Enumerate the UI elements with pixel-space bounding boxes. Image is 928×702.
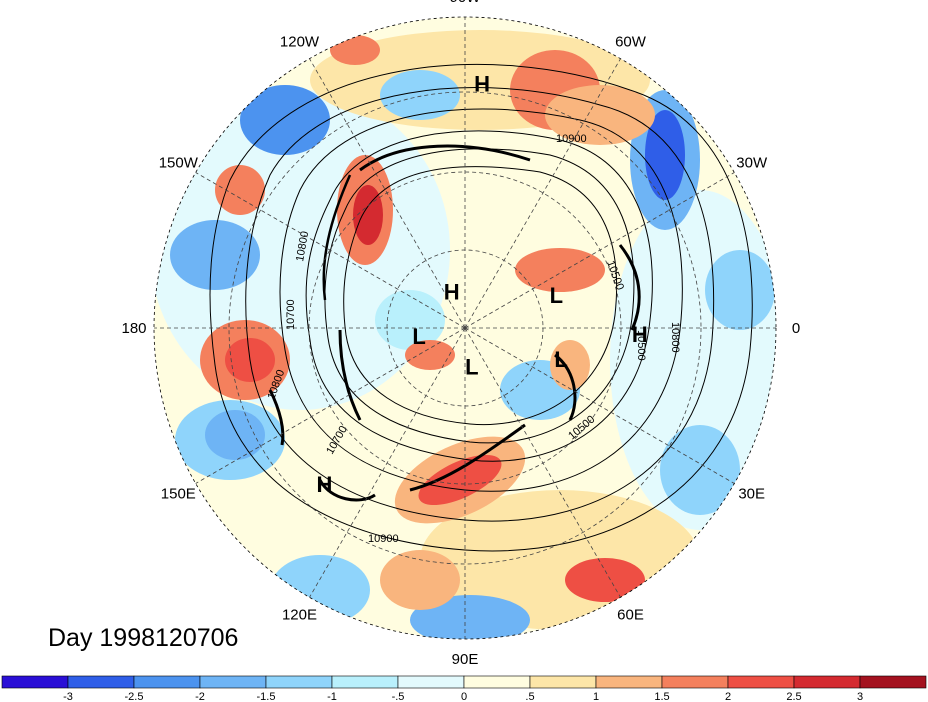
meridian-line [195,327,466,484]
colorbar-tick-label: -1 [327,691,337,702]
meridian-line [309,58,466,329]
low-pressure-label: L [554,347,567,372]
longitude-label: 90E [452,651,479,668]
colorbar-swatch [397,675,465,689]
colorbar-swatch [595,675,663,689]
colorbar-swatch [331,675,399,689]
longitude-label: 30E [738,486,765,503]
meridian-line [309,327,466,598]
colorbar-tick-label: -.5 [392,691,405,702]
high-pressure-label: H [474,72,490,97]
meridian-line [464,327,735,484]
longitude-label: 30W [736,155,768,172]
colorbar-tick-label: 1 [593,691,599,702]
longitude-label: 90W [450,0,482,6]
colorbar-tick-label: -2.5 [125,691,144,702]
low-pressure-label: L [550,283,563,308]
contour-label: 10700 [285,299,297,330]
colorbar-tick-label: -1.5 [257,691,276,702]
contour-label: 10900 [368,533,399,545]
colorbar-tick-label: .5 [525,691,534,702]
longitude-label: 120E [282,607,317,624]
contour-label: 10800 [294,230,311,262]
height-contours [209,63,753,552]
longitude-label: 0 [792,320,800,337]
colorbar-swatch [133,675,201,689]
colorbar-swatch [859,675,927,689]
low-pressure-label: L [465,354,478,379]
map-boundary [153,16,777,640]
high-pressure-label: H [444,280,460,305]
contour-label: 10500 [635,330,647,361]
contour-label: 10900 [556,133,587,145]
colorbar-tick-label: 1.5 [654,691,669,702]
longitude-label: 150E [161,486,196,503]
meridian-line [464,327,621,598]
high-pressure-label: H [317,472,333,497]
colorbar-tick-label: -2 [195,691,205,702]
colorbar-swatch [67,675,135,689]
low-pressure-label: L [412,324,425,349]
colorbar-swatch [1,675,69,689]
colorbar-swatch [265,675,333,689]
colorbar: -3 -2.5 -2 -1.5 -1 -.5 0 .5 1 1.5 2 2.5 3 [1,675,927,702]
colorbar-tick-label: 0 [461,691,467,702]
meridian-line [464,172,735,329]
colorbar-swatch [199,675,267,689]
longitude-label: 60W [615,33,647,50]
colorbar-tick-label: 2 [725,691,731,702]
longitude-label: 150W [159,155,199,172]
colorbar-swatch [661,675,729,689]
colorbar-tick-label: -3 [63,691,73,702]
colorbar-tick-label: 3 [857,691,863,702]
longitude-label: 180 [121,320,146,337]
colorbar-swatch [793,675,861,689]
day-label: Day 1998120706 [48,624,238,652]
meridian-line [195,172,466,329]
longitude-labels: 90E 60E 30E 0 30W 60W 90W 120W 150W 180 150E 120E [121,0,800,668]
graticule [154,17,776,639]
longitude-label: 60E [617,607,644,624]
colorbar-tick-label: 2.5 [786,691,801,702]
longitude-label: 120W [280,33,320,50]
colorbar-swatch [463,675,531,689]
colorbar-swatch [529,675,597,689]
meridian-line [464,58,621,329]
colorbar-swatch [727,675,795,689]
contour-label: 10800 [669,322,681,353]
high-pressure-label: H [632,322,648,347]
